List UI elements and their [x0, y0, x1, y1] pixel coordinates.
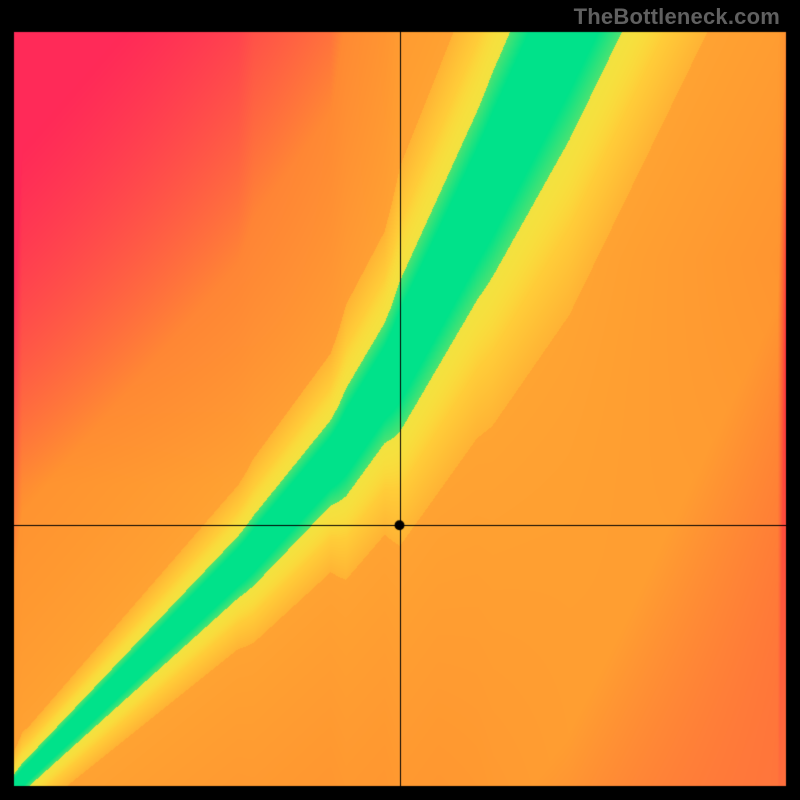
chart-wrapper: TheBottleneck.com [0, 0, 800, 800]
heatmap-canvas [0, 0, 800, 800]
watermark-text: TheBottleneck.com [574, 4, 780, 30]
